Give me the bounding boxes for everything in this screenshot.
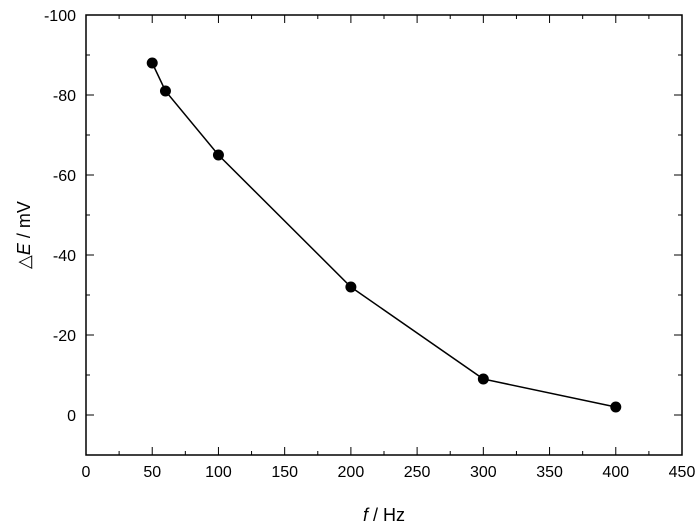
data-point [345, 281, 357, 293]
data-point [159, 85, 171, 97]
y-axis-label-symbol: E [14, 242, 34, 255]
data-point [477, 373, 489, 385]
y-tick-label: -80 [53, 88, 76, 105]
x-tick-label: 300 [470, 464, 497, 481]
x-tick-label: 450 [669, 464, 696, 481]
y-axis-label: △E / mV [14, 201, 34, 269]
x-tick-label: 0 [82, 464, 91, 481]
x-tick-label: 100 [205, 464, 232, 481]
ticks-layer [85, 14, 683, 455]
y-tick-label: -100 [44, 8, 76, 25]
y-tick-label: 0 [67, 408, 76, 425]
series-layer [146, 57, 622, 413]
x-tick-label: 50 [143, 464, 161, 481]
tick-labels-layer: 0 50 100 150 200 250 300 350 400 450 0 -20 -40 -60 -80… [44, 8, 695, 481]
y-axis-label-unit: / mV [14, 201, 34, 243]
x-axis-label: f / Hz [363, 505, 405, 525]
y-tick-label: -60 [53, 168, 76, 185]
data-point [212, 149, 224, 161]
x-tick-label: 150 [271, 464, 298, 481]
y-axis-label-prefix: △ [14, 255, 34, 269]
data-point [146, 57, 158, 69]
y-tick-label: -20 [53, 328, 76, 345]
x-tick-label: 350 [536, 464, 563, 481]
x-axis-label-symbol: f [363, 505, 370, 525]
x-tick-label: 250 [404, 464, 431, 481]
x-axis-label-unit: / Hz [368, 505, 405, 525]
x-tick-label: 200 [338, 464, 365, 481]
x-tick-label: 400 [602, 464, 629, 481]
series-line [151, 62, 616, 408]
data-point [610, 401, 622, 413]
plot-frame [85, 14, 683, 456]
y-tick-label: -40 [53, 248, 76, 265]
